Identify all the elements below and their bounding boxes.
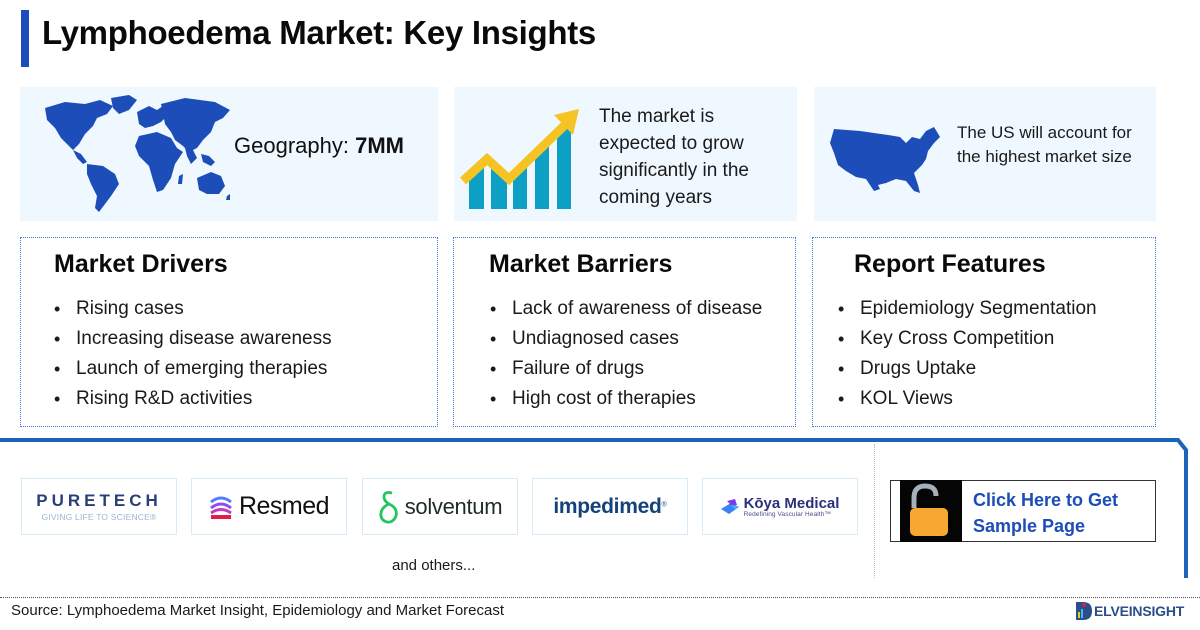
list-item: Increasing disease awareness — [54, 324, 332, 354]
list-item: Epidemiology Segmentation — [838, 294, 1097, 324]
unlocked-padlock-icon — [910, 483, 948, 536]
report-features-list: Epidemiology Segmentation Key Cross Comp… — [838, 294, 1097, 414]
market-barriers-panel: Market Barriers Lack of awareness of dis… — [453, 237, 796, 427]
page-title: Lymphoedema Market: Key Insights — [42, 14, 596, 51]
market-drivers-panel: Market Drivers Rising cases Increasing d… — [20, 237, 438, 427]
list-item: KOL Views — [838, 384, 1097, 414]
growth-chart-icon — [459, 109, 579, 209]
world-map-icon — [45, 95, 230, 212]
frame-right-edge — [1184, 452, 1188, 578]
koya-mark-icon — [720, 498, 739, 514]
lock-icon-container — [900, 480, 962, 542]
section-divider — [0, 438, 1173, 442]
list-item: Drugs Uptake — [838, 354, 1097, 384]
solventum-mark-icon — [379, 490, 398, 524]
title-accent-bar — [21, 10, 29, 67]
delveinsight-mark-icon — [1076, 602, 1092, 620]
list-item: Undiagnosed cases — [490, 324, 762, 354]
geography-card: Geography: 7MM — [20, 87, 438, 221]
solventum-logo: solventum — [362, 478, 518, 535]
report-features-panel: Report Features Epidemiology Segmentatio… — [812, 237, 1156, 427]
us-map-icon — [830, 127, 940, 193]
list-item: Rising cases — [54, 294, 332, 324]
list-item: High cost of therapies — [490, 384, 762, 414]
impedimed-logo: impedimed® — [532, 478, 688, 535]
list-item: Key Cross Competition — [838, 324, 1097, 354]
list-item: Rising R&D activities — [54, 384, 332, 414]
growth-statement: The market is expected to grow significa… — [599, 106, 749, 208]
market-drivers-title: Market Drivers — [54, 250, 228, 278]
resmed-logo: Resmed — [191, 478, 347, 535]
geography-value: 7MM — [355, 133, 404, 158]
market-barriers-list: Lack of awareness of disease Undiagnosed… — [490, 294, 762, 414]
market-barriers-title: Market Barriers — [489, 250, 673, 278]
puretech-logo: PURETECH GIVING LIFE TO SCIENCE® — [21, 478, 177, 535]
growth-card: The market is expected to grow significa… — [454, 87, 797, 221]
market-drivers-list: Rising cases Increasing disease awarenes… — [54, 294, 332, 414]
footer-divider — [0, 597, 1200, 598]
delveinsight-logo: ELVEINSIGHT — [1073, 600, 1184, 622]
list-item: Failure of drugs — [490, 354, 762, 384]
us-market-statement: The US will account for the highest mark… — [957, 123, 1132, 166]
us-market-card: The US will account for the highest mark… — [814, 87, 1156, 221]
list-item: Launch of emerging therapies — [54, 354, 332, 384]
list-item: Lack of awareness of disease — [490, 294, 762, 324]
others-label: and others... — [392, 557, 476, 574]
koya-medical-logo: Kōya Medical Redefining Vascular Health™ — [702, 478, 858, 535]
resmed-waves-icon — [210, 496, 232, 519]
source-citation: Source: Lymphoedema Market Insight, Epid… — [11, 602, 505, 619]
report-features-title: Report Features — [854, 250, 1046, 278]
geography-label: Geography: 7MM — [234, 133, 404, 158]
vertical-separator — [874, 444, 875, 578]
sample-page-label: Click Here to Get Sample Page — [973, 490, 1119, 536]
get-sample-page-button[interactable]: Click Here to Get Sample Page — [890, 480, 1156, 542]
